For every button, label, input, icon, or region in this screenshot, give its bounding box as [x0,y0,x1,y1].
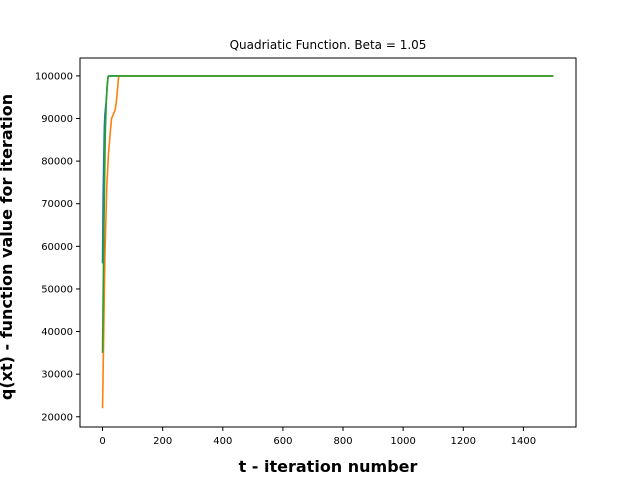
x-tick-label: 1200 [451,436,476,447]
x-tick-label: 1000 [390,436,415,447]
y-tick-label: 60000 [41,242,73,253]
y-tick-label: 70000 [41,199,73,210]
y-tick-label: 20000 [41,412,73,423]
y-axis-ticks: 20000 30000 40000 50000 60000 70000 80000 90000… [35,71,80,423]
plot-area [79,57,577,428]
x-tick-label: 600 [273,436,292,447]
y-tick-label: 50000 [41,284,73,295]
y-axis-label: q(xt) - function value for iteration [0,94,16,400]
plot-frame [79,57,577,428]
x-tick-label: 0 [99,436,105,447]
chart-title: Quadriatic Function. Beta = 1.05 [230,38,427,52]
x-tick-label: 200 [153,436,172,447]
x-tick-label: 1400 [511,436,536,447]
x-axis-label: t - iteration number [239,457,418,476]
y-tick-label: 100000 [35,71,73,82]
x-tick-label: 800 [333,436,352,447]
y-tick-label: 30000 [41,370,73,381]
y-tick-label: 40000 [41,327,73,338]
series-line-3 [101,75,554,353]
y-tick-label: 80000 [41,157,73,168]
series-layer [101,75,554,409]
series-line-1 [101,75,554,264]
x-tick-label: 400 [213,436,232,447]
x-axis-ticks: 0 200 400 600 800 1000 1200 1400 [99,427,536,447]
series-line-2 [101,75,554,409]
y-tick-label: 90000 [41,114,73,125]
